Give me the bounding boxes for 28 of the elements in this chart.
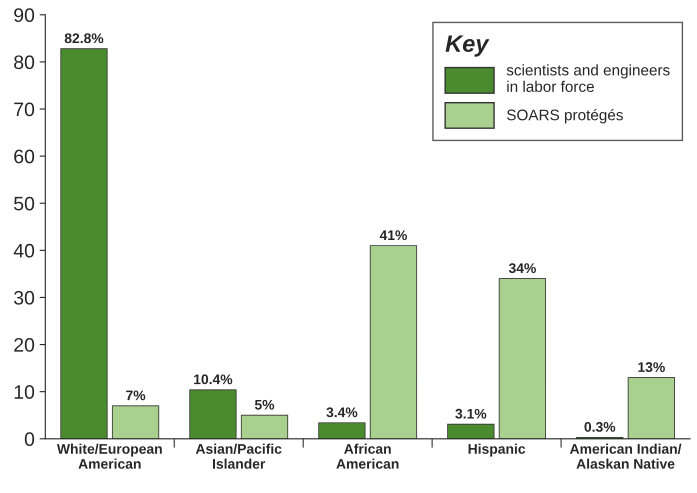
x-tick-label: White/European American [56,444,162,469]
y-tick-label: 30 [14,290,34,305]
y-tick-label: 40 [14,244,34,258]
x-tick-label: Asian/Pacific Islander [196,444,282,469]
data-label: 3.4% [326,407,358,418]
x-tick-label: African American [336,444,398,469]
x-tick-label: American Indian/ Alaskan Native [570,444,682,469]
legend-label: scientists and engineers in labor force [506,64,670,92]
legend-title: Key [446,36,490,57]
y-tick-label: 70 [14,102,34,116]
data-label: 34% [508,263,536,274]
data-label: 41% [380,230,407,240]
data-label: 7% [126,390,146,400]
data-label: 5% [254,400,274,410]
data-label: 13% [638,362,665,372]
data-label: 0.3% [584,422,616,432]
y-tick-label: 0 [24,432,34,446]
data-label: 82.8% [64,33,104,44]
legend-label: SOARS protégés [506,108,623,124]
y-tick-label: 50 [14,196,34,210]
data-label: 10.4% [194,374,232,384]
y-tick-label: 60 [14,150,34,164]
y-tick-label: 10 [14,385,34,399]
y-tick-label: 80 [14,55,34,70]
data-label: 3.1% [455,408,486,419]
y-tick-label: 90 [14,8,34,22]
y-tick-label: 20 [14,338,34,352]
x-tick-label: Hispanic [468,444,526,457]
